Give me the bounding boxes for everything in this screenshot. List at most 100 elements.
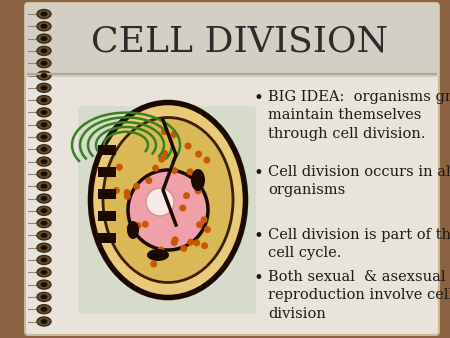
- Ellipse shape: [37, 256, 51, 265]
- Circle shape: [152, 165, 159, 172]
- Circle shape: [113, 187, 120, 194]
- Ellipse shape: [37, 219, 51, 227]
- Ellipse shape: [90, 102, 246, 297]
- Ellipse shape: [147, 249, 169, 261]
- Circle shape: [183, 192, 190, 199]
- Circle shape: [204, 226, 211, 233]
- Ellipse shape: [128, 170, 208, 250]
- Ellipse shape: [37, 206, 51, 215]
- Circle shape: [158, 246, 165, 254]
- Ellipse shape: [191, 169, 205, 191]
- Ellipse shape: [40, 319, 48, 324]
- Ellipse shape: [40, 11, 48, 17]
- Ellipse shape: [40, 48, 48, 53]
- Circle shape: [135, 222, 141, 229]
- Ellipse shape: [146, 188, 174, 216]
- Ellipse shape: [37, 71, 51, 80]
- Ellipse shape: [37, 317, 51, 326]
- Circle shape: [150, 261, 158, 267]
- Circle shape: [193, 175, 200, 182]
- FancyBboxPatch shape: [25, 3, 439, 335]
- Text: Cell division is part of the
cell cycle.: Cell division is part of the cell cycle.: [268, 228, 450, 260]
- Ellipse shape: [37, 46, 51, 55]
- Ellipse shape: [40, 135, 48, 140]
- Ellipse shape: [103, 118, 233, 283]
- Circle shape: [116, 164, 123, 171]
- Ellipse shape: [127, 221, 139, 239]
- Circle shape: [124, 189, 130, 196]
- Circle shape: [195, 187, 202, 194]
- Ellipse shape: [40, 307, 48, 312]
- Ellipse shape: [40, 24, 48, 29]
- FancyBboxPatch shape: [25, 3, 439, 77]
- Bar: [98, 233, 116, 243]
- Ellipse shape: [40, 110, 48, 115]
- Bar: [98, 189, 116, 199]
- Ellipse shape: [37, 243, 51, 252]
- Ellipse shape: [37, 22, 51, 31]
- Circle shape: [180, 245, 187, 252]
- Circle shape: [171, 167, 178, 174]
- Text: •: •: [253, 270, 263, 287]
- Circle shape: [126, 224, 134, 231]
- Ellipse shape: [40, 196, 48, 201]
- Circle shape: [161, 150, 168, 157]
- Ellipse shape: [37, 231, 51, 240]
- FancyBboxPatch shape: [78, 106, 256, 314]
- Ellipse shape: [40, 282, 48, 287]
- Ellipse shape: [37, 157, 51, 166]
- Circle shape: [201, 242, 208, 249]
- Ellipse shape: [37, 34, 51, 43]
- Circle shape: [161, 128, 168, 135]
- Circle shape: [179, 204, 186, 212]
- Circle shape: [145, 177, 153, 184]
- Ellipse shape: [37, 268, 51, 277]
- Ellipse shape: [40, 61, 48, 66]
- Ellipse shape: [37, 132, 51, 142]
- Ellipse shape: [40, 159, 48, 164]
- Text: BIG IDEA:  organisms grow, reproduce, &
maintain themselves
through cell divisio: BIG IDEA: organisms grow, reproduce, & m…: [268, 90, 450, 141]
- Text: Both sexual  & asexsual
reproduction involve cell
division: Both sexual & asexsual reproduction invo…: [268, 270, 450, 321]
- Circle shape: [172, 236, 179, 243]
- Circle shape: [158, 155, 165, 163]
- Ellipse shape: [37, 292, 51, 301]
- Text: •: •: [253, 228, 263, 245]
- Circle shape: [201, 216, 207, 223]
- Ellipse shape: [40, 85, 48, 90]
- Circle shape: [171, 239, 178, 246]
- Ellipse shape: [40, 184, 48, 189]
- Ellipse shape: [40, 245, 48, 250]
- Circle shape: [196, 221, 203, 228]
- Text: CELL DIVISION: CELL DIVISION: [91, 25, 388, 59]
- Ellipse shape: [40, 122, 48, 127]
- Ellipse shape: [40, 258, 48, 263]
- Ellipse shape: [40, 36, 48, 41]
- Ellipse shape: [37, 182, 51, 191]
- Ellipse shape: [37, 120, 51, 129]
- Circle shape: [133, 183, 140, 190]
- Bar: [98, 211, 116, 221]
- Ellipse shape: [37, 9, 51, 19]
- Ellipse shape: [40, 208, 48, 213]
- Ellipse shape: [40, 233, 48, 238]
- Ellipse shape: [40, 147, 48, 152]
- Bar: [98, 145, 116, 155]
- Ellipse shape: [40, 73, 48, 78]
- Circle shape: [142, 221, 149, 228]
- Ellipse shape: [37, 96, 51, 104]
- Text: •: •: [253, 165, 263, 182]
- Ellipse shape: [37, 305, 51, 314]
- Ellipse shape: [40, 270, 48, 275]
- Ellipse shape: [40, 98, 48, 103]
- Circle shape: [124, 193, 131, 200]
- Circle shape: [195, 151, 202, 158]
- Ellipse shape: [37, 194, 51, 203]
- Text: Cell division occurs in all
organisms: Cell division occurs in all organisms: [268, 165, 450, 197]
- Ellipse shape: [37, 169, 51, 178]
- Bar: [28, 6, 436, 74]
- Bar: [98, 167, 116, 177]
- Ellipse shape: [37, 145, 51, 154]
- Circle shape: [193, 239, 200, 246]
- Ellipse shape: [37, 280, 51, 289]
- Ellipse shape: [37, 83, 51, 92]
